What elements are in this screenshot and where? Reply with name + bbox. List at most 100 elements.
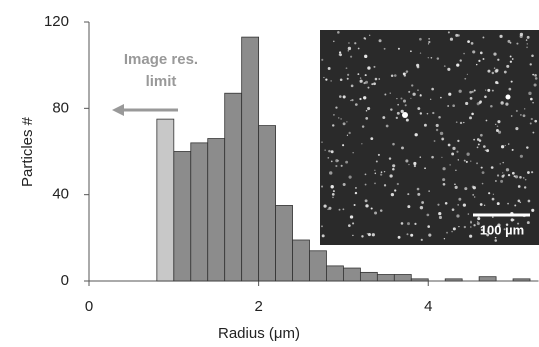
particle: [456, 63, 459, 66]
particle: [477, 138, 480, 141]
bar: [411, 279, 428, 281]
particle: [531, 118, 533, 120]
particle: [484, 205, 485, 206]
particle: [365, 117, 368, 120]
particle: [494, 67, 495, 68]
bar: [445, 279, 462, 281]
bar: [191, 143, 208, 281]
particle: [470, 226, 471, 227]
particle: [420, 112, 422, 114]
particle: [483, 58, 485, 60]
particle: [411, 84, 413, 86]
particle: [457, 140, 459, 142]
particle: [447, 105, 449, 107]
particle: [354, 204, 356, 206]
particle: [359, 98, 361, 100]
bar: [310, 251, 327, 281]
particle: [437, 204, 439, 206]
particle: [347, 135, 348, 136]
particle: [420, 52, 421, 53]
particle: [424, 167, 426, 169]
particle: [369, 35, 370, 36]
particle: [473, 224, 475, 226]
particle: [455, 170, 456, 171]
particle: [532, 102, 534, 104]
particle: [373, 82, 376, 85]
bar: [377, 275, 394, 281]
particle: [520, 35, 523, 38]
particle: [438, 116, 441, 119]
particle: [332, 197, 334, 199]
particle: [484, 96, 487, 99]
particle: [491, 166, 494, 169]
particle: [420, 156, 422, 158]
particle: [527, 43, 528, 44]
particle: [477, 221, 478, 222]
particle: [428, 57, 429, 58]
particle: [531, 171, 533, 173]
bar: [276, 205, 293, 281]
particle: [449, 164, 450, 165]
particle: [485, 150, 486, 151]
particle: [515, 127, 518, 130]
particle: [463, 53, 465, 55]
particle: [510, 56, 512, 58]
particle: [512, 172, 515, 175]
particle: [530, 63, 532, 65]
particle: [348, 50, 349, 51]
particle: [427, 225, 430, 228]
particle: [327, 157, 329, 159]
particle: [505, 145, 506, 146]
particle: [417, 107, 420, 110]
particle: [440, 97, 442, 99]
particle: [518, 200, 521, 203]
inset-image: 100 µm: [320, 30, 539, 245]
particle: [408, 91, 410, 93]
particle: [375, 78, 378, 81]
particle: [321, 186, 323, 188]
particle: [417, 89, 419, 91]
particle: [534, 83, 537, 86]
particle: [340, 118, 341, 119]
bar: [225, 93, 242, 281]
particle: [519, 176, 522, 179]
bar: [157, 119, 174, 281]
particle: [445, 202, 448, 205]
particle: [459, 90, 462, 93]
particle: [483, 145, 486, 148]
particle: [477, 146, 479, 148]
particle: [514, 204, 516, 206]
particle: [401, 110, 404, 113]
particle: [497, 120, 500, 123]
bar: [326, 266, 343, 281]
particle: [331, 150, 334, 153]
particle: [492, 216, 493, 217]
particle: [444, 238, 445, 239]
particle: [420, 206, 423, 209]
particle: [361, 143, 362, 144]
particle: [456, 121, 458, 123]
annotation: limit: [146, 73, 177, 90]
particle: [391, 193, 394, 196]
scale-label: 100 µm: [480, 222, 524, 237]
particle: [323, 204, 326, 207]
particle: [512, 58, 514, 60]
particle: [367, 87, 369, 89]
particle: [474, 196, 475, 197]
particle: [512, 149, 514, 151]
particle: [428, 41, 430, 43]
particle: [335, 165, 337, 167]
x-axis-label: Radius (μm): [218, 325, 300, 342]
x-tick-label: 0: [85, 298, 93, 315]
particle: [492, 72, 494, 74]
particle: [526, 47, 528, 49]
particle: [410, 234, 413, 237]
particle: [321, 141, 322, 142]
particle: [406, 233, 408, 235]
particle: [530, 123, 532, 125]
particle: [400, 98, 402, 100]
particle: [530, 98, 533, 101]
particle: [508, 143, 510, 145]
particle: [384, 184, 386, 186]
particle: [414, 223, 416, 225]
